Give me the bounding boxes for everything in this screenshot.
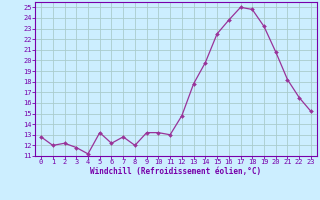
X-axis label: Windchill (Refroidissement éolien,°C): Windchill (Refroidissement éolien,°C) bbox=[91, 167, 261, 176]
